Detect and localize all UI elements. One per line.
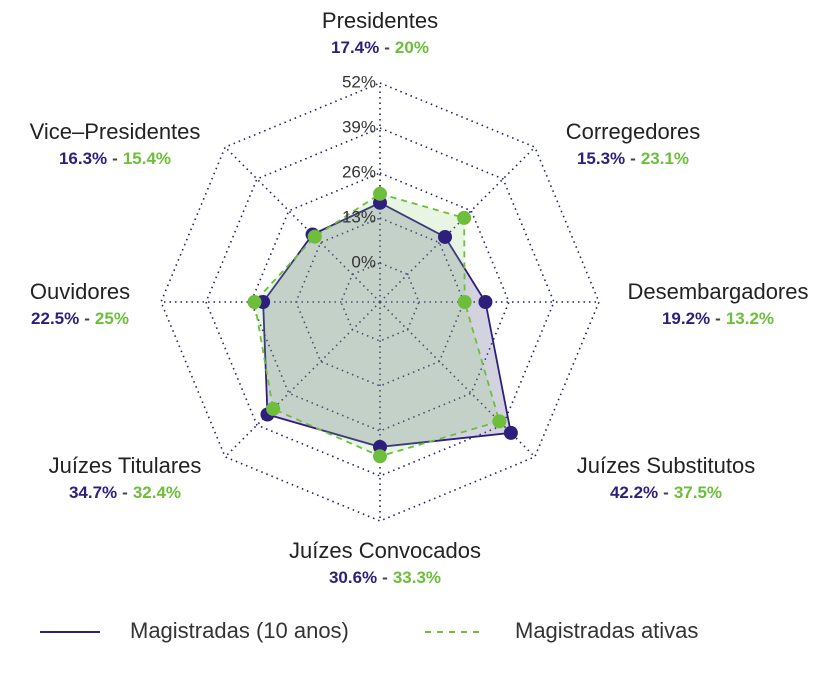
value-label: 17.4% <box>331 38 379 57</box>
value-labels: 16.3% -15.4% <box>59 149 171 168</box>
tick-label: 39% <box>342 117 376 136</box>
value-labels: 30.6% -33.3% <box>329 568 441 587</box>
value-label: 13.2% <box>726 309 774 328</box>
value-separator: - <box>630 149 636 168</box>
value-separator: - <box>84 309 90 328</box>
grid-ring <box>340 262 420 342</box>
grid-ring <box>160 82 600 522</box>
category-label: Corregedores <box>566 119 701 144</box>
data-point <box>373 449 387 464</box>
category-label: Juízes Titulares <box>49 453 202 478</box>
data-point <box>307 229 322 244</box>
tick-label: 0% <box>351 252 376 271</box>
value-label: 15.4% <box>123 149 171 168</box>
value-separator: - <box>384 38 390 57</box>
tick-label: 52% <box>342 72 376 91</box>
value-separator: - <box>122 483 128 502</box>
value-labels: 17.4% -20% <box>331 38 429 57</box>
value-label: 34.7% <box>69 483 117 502</box>
value-labels: 34.7% -32.4% <box>69 483 181 502</box>
value-labels: 22.5% -25% <box>31 309 129 328</box>
value-label: 15.3% <box>577 149 625 168</box>
category-label: Presidentes <box>322 8 438 33</box>
category-label: Desembargadores <box>628 279 809 304</box>
value-label: 25% <box>95 309 129 328</box>
value-separator: - <box>663 483 669 502</box>
axis-spoke <box>224 301 381 458</box>
value-label: 22.5% <box>31 309 79 328</box>
category-label: Vice–Presidentes <box>30 119 201 144</box>
category-label: Juízes Convocados <box>289 538 481 563</box>
value-label: 32.4% <box>133 483 181 502</box>
value-labels: 19.2% -13.2% <box>662 309 774 328</box>
legend-label: Magistradas ativas <box>515 618 698 643</box>
value-separator: - <box>715 309 721 328</box>
data-point <box>457 295 472 309</box>
value-label: 20% <box>395 38 429 57</box>
category-label: Juízes Substitutos <box>577 453 756 478</box>
value-label: 37.5% <box>674 483 722 502</box>
value-label: 16.3% <box>59 149 107 168</box>
axis-spoke <box>379 146 536 303</box>
data-point <box>478 295 493 309</box>
value-labels: 15.3% -23.1% <box>577 149 689 168</box>
tick-label: 13% <box>342 207 376 226</box>
tick-label: 26% <box>342 162 376 181</box>
data-point <box>247 295 262 309</box>
series-area <box>253 192 501 458</box>
axis-spoke <box>224 146 381 303</box>
legend-label: Magistradas (10 anos) <box>130 618 349 643</box>
data-point <box>266 401 281 416</box>
data-point <box>457 210 472 225</box>
value-label: 23.1% <box>641 149 689 168</box>
data-point <box>373 186 387 201</box>
value-labels: 42.2% -37.5% <box>610 483 722 502</box>
value-separator: - <box>382 568 388 587</box>
data-point <box>438 229 453 244</box>
category-label: Ouvidores <box>30 279 130 304</box>
data-point <box>492 414 507 429</box>
value-label: 30.6% <box>329 568 377 587</box>
value-label: 19.2% <box>662 309 710 328</box>
value-label: 42.2% <box>610 483 658 502</box>
data-point <box>503 425 518 440</box>
value-separator: - <box>112 149 118 168</box>
value-label: 33.3% <box>393 568 441 587</box>
